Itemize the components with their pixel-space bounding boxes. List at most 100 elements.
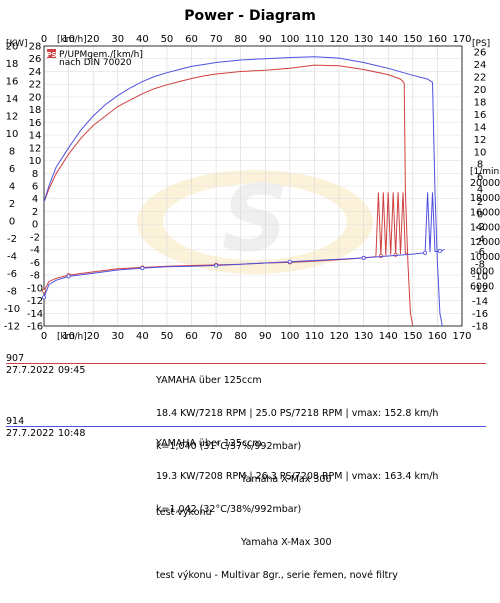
series-line [43,64,405,203]
legend-badge [47,49,56,58]
y-right-ps-tick-label: 2 [477,197,483,208]
y-kw-tick-label: -10 [4,304,20,315]
x-tick-label-bottom: 160 [428,331,447,342]
x-tick-label-bottom: 140 [379,331,398,342]
series-point [42,295,47,300]
y-ps-tick-label: 10 [29,156,42,167]
y-right-ps-tick-label: 8 [477,160,483,171]
x-tick-label-bottom: 170 [452,331,471,342]
y-rpm-tick-label: 12000 [470,237,500,248]
x-tick-label-top: 100 [280,34,299,45]
run-color-line [6,426,486,427]
run-number: 907 [6,353,25,364]
y-right-ps-tick-label: 20 [474,85,487,96]
legend-text-1: P/UPMgem./[km/h] [59,50,143,60]
series-point [287,259,292,264]
legend-badge-label: PS [46,51,56,59]
y-rpm-tick-label: 16000 [470,208,500,219]
y-kw-tick-label: -2 [7,234,17,245]
y-kw-tick-label: 14 [6,94,19,105]
series-line [403,82,414,327]
y-kw-tick-label: 12 [6,112,19,123]
x-unit-label-bottom: [km/h] [57,332,87,342]
x-tick-label-bottom: 100 [280,331,299,342]
y-right-ps-tick-label: -8 [475,259,485,270]
y-right-ps-tick-label: -4 [475,234,485,245]
y-ps-tick-label: 0 [32,220,38,231]
y-ps-tick-label: -4 [30,245,40,256]
x-tick-label-top: 30 [111,34,124,45]
y-right-ps-tick-label: -18 [472,322,488,333]
run-vehicle: Yamaha X-Max 300 [241,537,332,548]
run-note: test výkonu - Multivar 8gr., serie řemen… [156,570,398,581]
y-kw-unit-label: [KW] [6,39,28,49]
y-right-ps-tick-label: -2 [475,222,485,233]
series-point [66,274,71,279]
y-rpm-tick-label: 20000 [470,178,500,189]
plot-frame [43,45,463,327]
y-right-ps-tick-label: 10 [474,147,487,158]
y-right-unit-label: [PS] [472,39,490,49]
x-tick-label-bottom: 30 [111,331,124,342]
y-ps-tick-label: 26 [29,54,42,65]
run-number: 914 [6,416,25,427]
y-right-ps-tick-label: 4 [477,185,483,196]
x-tick-label-top: 10 [62,34,75,45]
y-kw-tick-label: -6 [7,269,17,280]
x-tick-label-bottom: 120 [330,331,349,342]
x-tick-label-bottom: 60 [185,331,198,342]
run-model: YAMAHA über 125ccm [156,375,262,386]
y-right-ps-tick-label: 6 [477,172,483,183]
x-tick-label-top: 70 [210,34,223,45]
y-kw-tick-label: 18 [6,59,19,70]
run-time: 10:48 [58,428,86,439]
y-ps-tick-label: 12 [29,143,42,154]
series-point [214,263,219,268]
series-line [43,192,445,298]
run-model: YAMAHA über 125ccm [156,438,262,449]
x-tick-label-bottom: 150 [403,331,422,342]
x-tick-label-top: 110 [305,34,324,45]
x-tick-label-top: 80 [234,34,247,45]
y-ps-tick-label: -8 [30,271,40,282]
run-conditions: k=1,042 (32°C/38%/992mbar) [156,504,302,515]
x-tick-label-bottom: 110 [305,331,324,342]
y-kw-tick-label: -12 [4,322,20,333]
y-right-ps-tick-label: 12 [474,135,487,146]
y-ps-tick-label: -14 [27,309,43,320]
y-right-ps-tick-label: 18 [474,98,487,109]
y-rpm-tick-label: 18000 [470,193,500,204]
x-tick-label-top: 50 [161,34,174,45]
run-date: 27.7.2022 [6,365,55,376]
y-kw-tick-label: 2 [9,199,15,210]
y-ps-tick-label: 2 [32,207,38,218]
y-ps-tick-label: 6 [32,182,38,193]
power-diagram-chart: S 00101020203030404050506060707080809090… [4,34,500,342]
y-kw-tick-label: -4 [7,252,17,263]
y-ps-tick-label: -10 [27,283,43,294]
x-tick-label-bottom: 80 [234,331,247,342]
y-ps-tick-label: 8 [32,169,38,180]
run-stats: 18.4 KW/7218 RPM | 25.0 PS/7218 RPM | vm… [156,408,439,419]
x-tick-label-bottom: 70 [210,331,223,342]
x-tick-label-bottom: 20 [87,331,100,342]
x-tick-label-bottom: 50 [161,331,174,342]
series-line [432,82,443,327]
legend-text-2: nach DIN 70020 [59,58,132,68]
series-point [140,266,145,271]
y-kw-tick-label: 16 [6,77,19,88]
x-tick-label-bottom: 90 [259,331,272,342]
x-tick-label-top: 120 [330,34,349,45]
y-rpm-unit-label: [1/min] [470,167,500,177]
y-ps-tick-label: -6 [30,258,40,269]
y-rpm-tick-label: 10000 [470,252,500,263]
y-ps-tick-label: -12 [27,296,43,307]
y-right-ps-tick-label: -16 [472,309,488,320]
x-tick-label-top: 140 [379,34,398,45]
series-point [423,250,428,255]
x-tick-label-top: 130 [354,34,373,45]
x-tick-label-top: 90 [259,34,272,45]
x-tick-label-bottom: 40 [136,331,149,342]
series-line [43,56,433,203]
series-point [42,288,47,293]
